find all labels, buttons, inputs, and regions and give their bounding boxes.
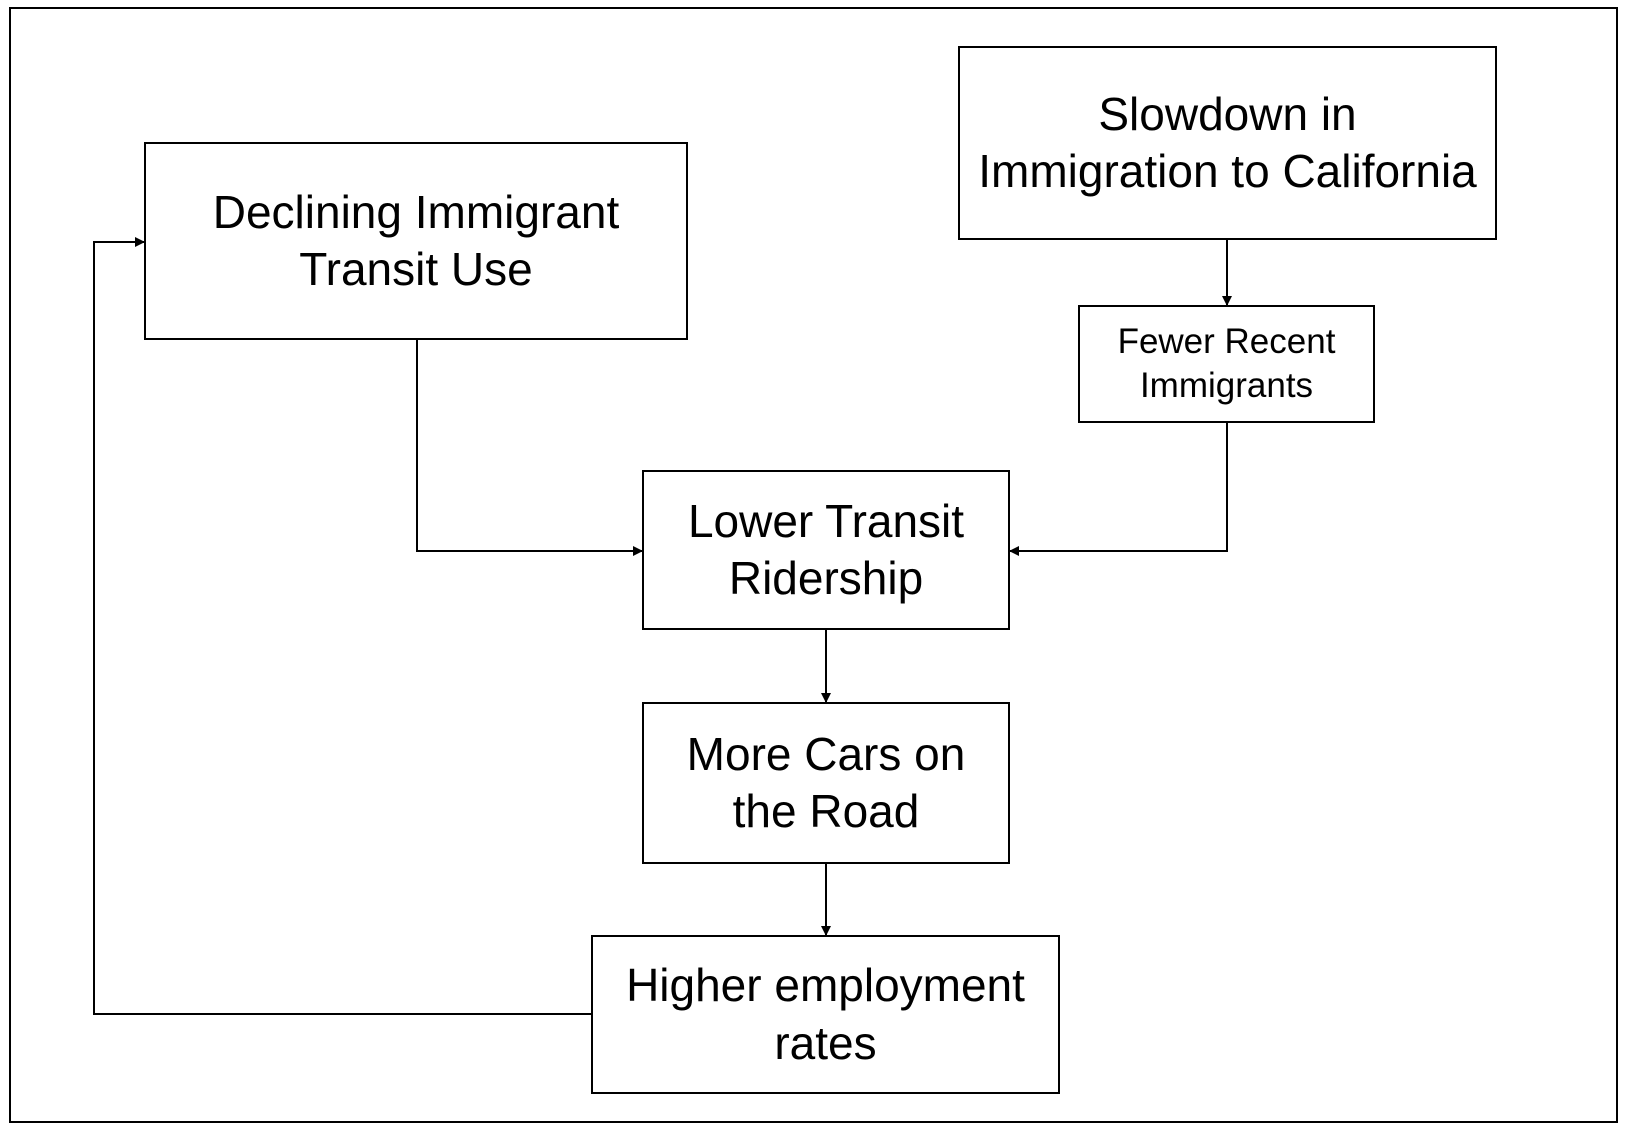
node-label: Fewer Recent — [1117, 322, 1336, 362]
node: Fewer Recent Immigrants — [1078, 305, 1375, 423]
node-label: Lower Transit — [687, 494, 965, 547]
node-label: Ridership — [728, 552, 924, 604]
node-label: More Cars on — [686, 727, 966, 780]
arrow — [1009, 423, 1228, 556]
node-label: Higher employment — [626, 959, 1025, 1011]
arrow — [416, 340, 643, 556]
node-label: Declining Immigrant — [212, 185, 620, 238]
node-label: Transit Use — [299, 243, 533, 295]
node-label: the Road — [732, 785, 920, 837]
node-label: Slowdown in — [1098, 87, 1357, 140]
node: Declining Immigrant Transit Use — [144, 142, 688, 340]
node-label: rates — [774, 1016, 877, 1069]
node: More Cars on the Road — [642, 702, 1010, 864]
arrow — [93, 237, 591, 1015]
frame — [9, 7, 1618, 1123]
node-label: Immigrants — [1139, 366, 1314, 405]
node: Slowdown in Immigration to California — [958, 46, 1497, 240]
node-label: Immigration to California — [978, 145, 1477, 197]
node: Lower Transit Ridership — [642, 470, 1010, 630]
node: Higher employment rates — [591, 935, 1060, 1094]
